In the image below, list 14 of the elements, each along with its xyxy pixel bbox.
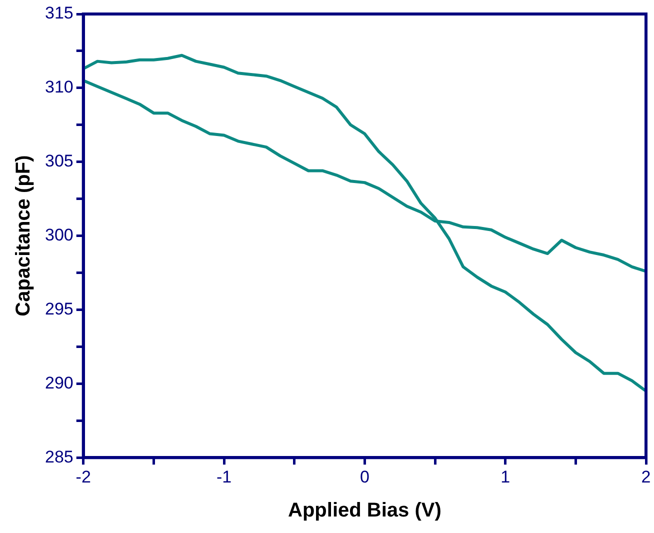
y-tick-label: 315 <box>44 4 74 23</box>
x-tick-label: 0 <box>360 467 370 486</box>
x-tick-label: 2 <box>641 467 651 486</box>
y-tick-label: 285 <box>44 447 74 466</box>
y-axis-title: Capacitance (pF) <box>12 155 35 316</box>
x-tick-label: 1 <box>500 467 510 486</box>
x-axis-title: Applied Bias (V) <box>288 500 442 522</box>
x-tick-label: -2 <box>76 467 91 486</box>
y-tick-label: 310 <box>44 78 74 97</box>
y-tick-label: 290 <box>44 373 74 392</box>
y-tick-label: 295 <box>44 299 74 318</box>
y-tick-label: 305 <box>44 152 74 171</box>
x-tick-label: -1 <box>216 467 232 486</box>
y-tick-label: 300 <box>44 225 74 244</box>
